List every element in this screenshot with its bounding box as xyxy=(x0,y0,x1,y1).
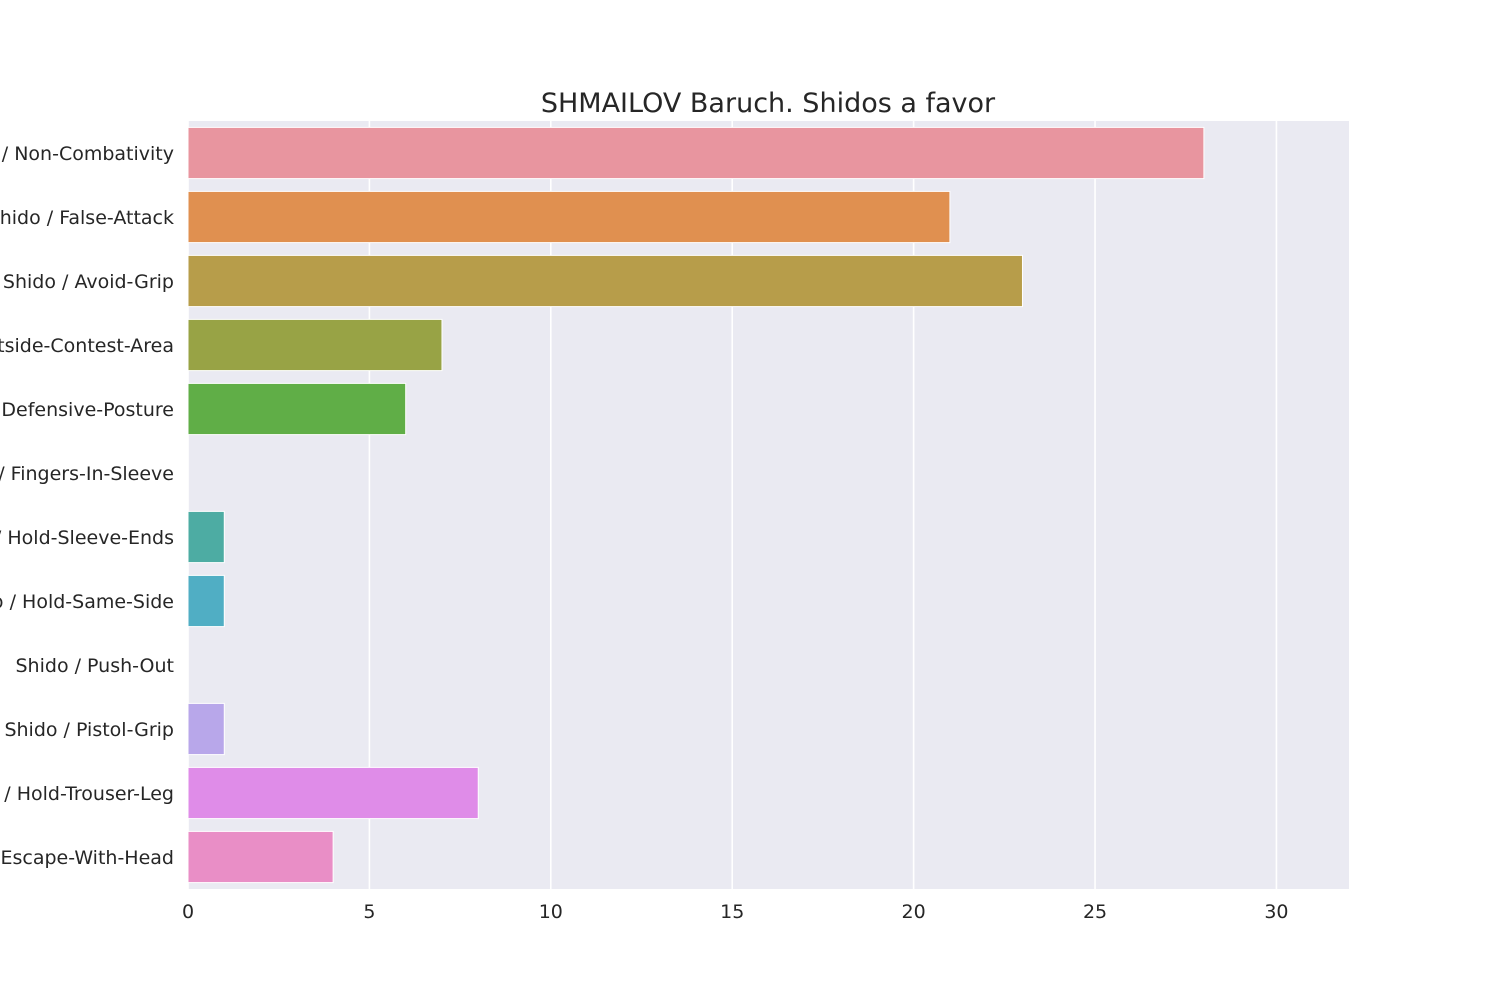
bar xyxy=(187,382,407,436)
x-tick-label: 10 xyxy=(539,901,563,923)
bar xyxy=(187,830,334,884)
y-tick-labels: Shido / Non-Combativity Shido / False-Att… xyxy=(0,143,174,869)
x-tick-labels: 0 5 10 15 20 25 30 xyxy=(182,901,1289,923)
bar xyxy=(187,510,225,564)
y-tick-label: Shido / False-Attack xyxy=(0,207,174,229)
x-tick-label: 5 xyxy=(363,901,375,923)
x-tick-label: 25 xyxy=(1083,901,1107,923)
bar xyxy=(187,574,225,628)
bar xyxy=(187,126,1205,180)
y-tick-label: Shido / Non-Combativity xyxy=(0,143,174,165)
y-tick-label: Shido / Push-Out xyxy=(16,655,175,677)
bar xyxy=(187,254,1023,308)
x-tick-label: 30 xyxy=(1264,901,1288,923)
bars xyxy=(187,126,1205,884)
x-tick-label: 20 xyxy=(902,901,926,923)
chart-title: SHMAILOV Baruch. Shidos a favor xyxy=(541,88,996,119)
y-tick-label: Shido / Hold-Same-Side xyxy=(0,591,174,613)
grid-lines xyxy=(187,121,1278,889)
y-tick-label: Shido / Defensive-Posture xyxy=(0,399,174,421)
y-tick-label: Shido / Escape-With-Head xyxy=(0,847,174,869)
y-tick-label: Shido / Fingers-In-Sleeve xyxy=(0,463,174,485)
bar xyxy=(187,318,443,372)
bar xyxy=(187,702,225,756)
bar xyxy=(187,766,479,820)
y-tick-label: Shido / Avoid-Grip xyxy=(3,271,174,293)
plot-area xyxy=(188,121,1349,889)
y-tick-label: Shido / Hold-Sleeve-Ends xyxy=(0,527,174,549)
bar xyxy=(187,190,951,244)
x-tick-label: 0 xyxy=(182,901,194,923)
x-tick-label: 15 xyxy=(720,901,744,923)
y-tick-label: Shido / Hold-Trouser-Leg xyxy=(0,783,174,805)
y-tick-label: Shido / Pistol-Grip xyxy=(4,719,174,741)
y-tick-label: Shido / Outside-Contest-Area xyxy=(0,335,174,357)
